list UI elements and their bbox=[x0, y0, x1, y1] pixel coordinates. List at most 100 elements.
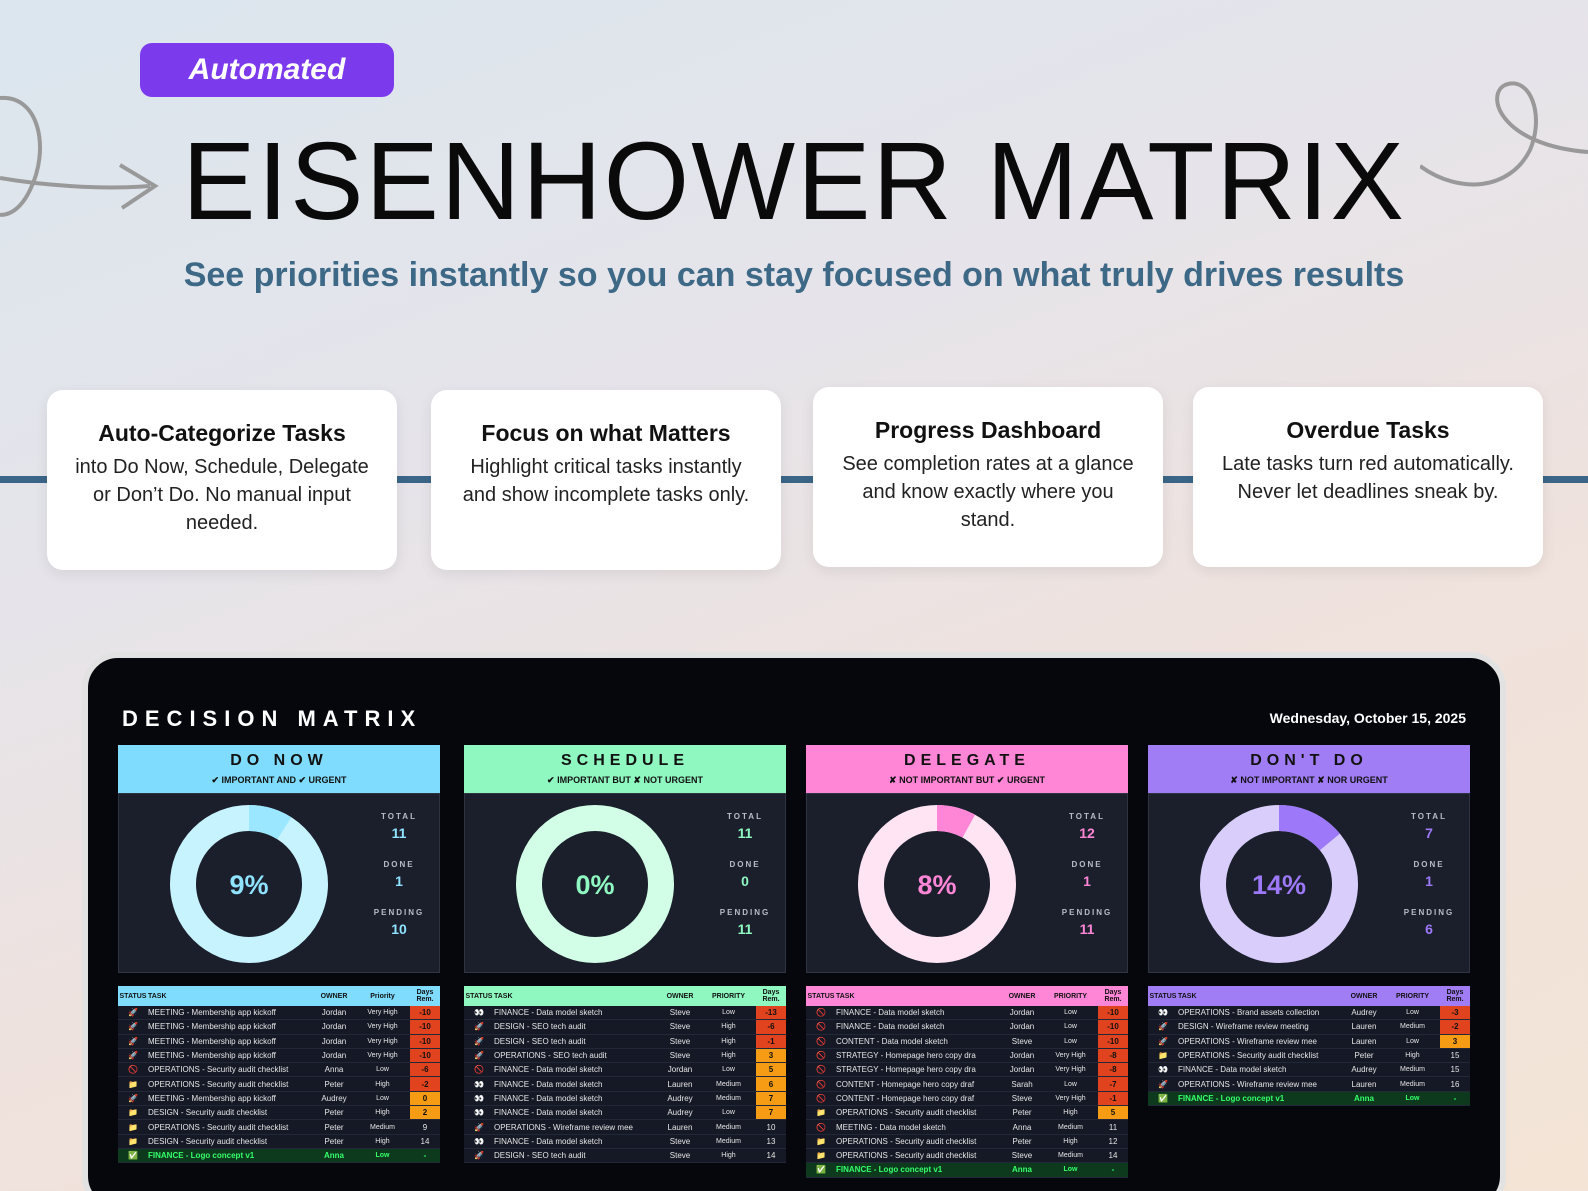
status-icon[interactable]: 👀 bbox=[1158, 1065, 1168, 1075]
status-icon[interactable]: 👀 bbox=[474, 1093, 484, 1103]
column-header[interactable]: TASK bbox=[1178, 992, 1197, 1000]
status-icon[interactable]: ✅ bbox=[128, 1151, 138, 1161]
column-header[interactable]: OWNER bbox=[666, 992, 694, 1000]
table-row[interactable]: 🚀 DESIGN - SEO tech audit Steve High -6 bbox=[464, 1020, 786, 1035]
status-icon[interactable]: 🚀 bbox=[128, 1051, 138, 1061]
table-row[interactable]: 🚫 STRATEGY - Homepage hero copy dra Jord… bbox=[806, 1063, 1128, 1078]
status-icon[interactable]: 🚫 bbox=[816, 1008, 826, 1018]
status-icon[interactable]: 🚫 bbox=[474, 1065, 484, 1075]
table-row[interactable]: 🚀 MEETING - Membership app kickoff Jorda… bbox=[118, 1020, 440, 1035]
table-row[interactable]: 👀 FINANCE - Data model sketch Audrey Med… bbox=[464, 1091, 786, 1107]
table-row[interactable]: 🚀 MEETING - Membership app kickoff Jorda… bbox=[118, 1034, 440, 1049]
table-row[interactable]: 📁 OPERATIONS - Security audit checklist … bbox=[806, 1135, 1128, 1149]
status-icon[interactable]: 👀 bbox=[474, 1079, 484, 1089]
table-row[interactable]: 🚫 CONTENT - Data model sketch Steve Low … bbox=[806, 1034, 1128, 1049]
table-row[interactable]: 🚫 OPERATIONS - Security audit checklist … bbox=[118, 1063, 440, 1078]
status-icon[interactable]: 🚫 bbox=[816, 1036, 826, 1046]
column-header[interactable]: Days Rem. bbox=[1446, 989, 1464, 1003]
column-header[interactable]: PRIORITY bbox=[1395, 992, 1430, 1000]
table-row[interactable]: 🚀 MEETING - Membership app kickoff Jorda… bbox=[118, 1048, 440, 1064]
status-icon[interactable]: 👀 bbox=[474, 1136, 484, 1146]
status-icon[interactable]: 🚀 bbox=[474, 1122, 484, 1132]
table-row[interactable]: 🚀 DESIGN - SEO tech audit Steve High 14 bbox=[464, 1149, 786, 1164]
table-row[interactable]: 🚫 MEETING - Data model sketch Anna Mediu… bbox=[806, 1120, 1128, 1135]
table-row[interactable]: 🚀 OPERATIONS - Wireframe review mee Laur… bbox=[464, 1120, 786, 1135]
table-row[interactable]: 🚫 FINANCE - Data model sketch Jordan Low… bbox=[806, 1020, 1128, 1035]
table-row[interactable]: 🚀 OPERATIONS - SEO tech audit Steve High… bbox=[464, 1048, 786, 1064]
table-row[interactable]: 📁 OPERATIONS - Security audit checklist … bbox=[118, 1120, 440, 1135]
status-icon[interactable]: 👀 bbox=[1158, 1008, 1168, 1018]
status-icon[interactable]: ✅ bbox=[816, 1165, 826, 1175]
status-icon[interactable]: 👀 bbox=[474, 1008, 484, 1018]
status-icon[interactable]: 🚫 bbox=[816, 1022, 826, 1032]
column-header[interactable]: STATUS bbox=[1149, 992, 1177, 1000]
column-header[interactable]: Days Rem. bbox=[1104, 989, 1122, 1003]
status-icon[interactable]: 📁 bbox=[128, 1079, 138, 1089]
table-row[interactable]: 👀 FINANCE - Data model sketch Lauren Med… bbox=[464, 1077, 786, 1092]
status-icon[interactable]: 📁 bbox=[128, 1122, 138, 1132]
status-icon[interactable]: 🚀 bbox=[474, 1036, 484, 1046]
status-icon[interactable]: 🚀 bbox=[474, 1151, 484, 1161]
table-row[interactable]: 👀 OPERATIONS - Brand assets collection A… bbox=[1148, 1006, 1470, 1021]
table-row[interactable]: 🚀 OPERATIONS - Wireframe review mee Laur… bbox=[1148, 1077, 1470, 1092]
status-icon[interactable]: 🚀 bbox=[474, 1022, 484, 1032]
status-icon[interactable]: 📁 bbox=[816, 1151, 826, 1161]
column-header[interactable]: STATUS bbox=[807, 992, 835, 1000]
status-icon[interactable]: 🚀 bbox=[128, 1022, 138, 1032]
table-row[interactable]: 👀 FINANCE - Data model sketch Steve Medi… bbox=[464, 1135, 786, 1149]
status-icon[interactable]: 🚀 bbox=[1158, 1079, 1168, 1089]
table-row[interactable]: ✅ FINANCE - Logo concept v1 Anna Low - bbox=[806, 1163, 1128, 1178]
table-row[interactable]: 🚫 CONTENT - Homepage hero copy draf Sara… bbox=[806, 1077, 1128, 1092]
table-row[interactable]: 📁 DESIGN - Security audit checklist Pete… bbox=[118, 1135, 440, 1149]
table-row[interactable]: 📁 OPERATIONS - Security audit checklist … bbox=[118, 1077, 440, 1092]
column-header[interactable]: OWNER bbox=[1008, 992, 1036, 1000]
column-header[interactable]: Days Rem. bbox=[762, 989, 780, 1003]
table-row[interactable]: 👀 FINANCE - Data model sketch Steve Low … bbox=[464, 1006, 786, 1021]
status-icon[interactable]: 📁 bbox=[816, 1108, 826, 1118]
table-row[interactable]: 👀 FINANCE - Data model sketch Audrey Low… bbox=[464, 1106, 786, 1121]
column-header[interactable]: STATUS bbox=[119, 992, 147, 1000]
status-icon[interactable]: 🚀 bbox=[128, 1008, 138, 1018]
table-row[interactable]: 👀 FINANCE - Data model sketch Audrey Med… bbox=[1148, 1063, 1470, 1078]
table-row[interactable]: 🚀 OPERATIONS - Wireframe review mee Laur… bbox=[1148, 1034, 1470, 1049]
status-icon[interactable]: 👀 bbox=[474, 1108, 484, 1118]
table-row[interactable]: ✅ FINANCE - Logo concept v1 Anna Low - bbox=[1148, 1091, 1470, 1107]
table-row[interactable]: 🚀 MEETING - Membership app kickoff Jorda… bbox=[118, 1006, 440, 1021]
table-row[interactable]: 🚀 DESIGN - SEO tech audit Steve High -1 bbox=[464, 1034, 786, 1049]
column-header[interactable]: TASK bbox=[148, 992, 167, 1000]
status-icon[interactable]: ✅ bbox=[1158, 1093, 1168, 1103]
status-icon[interactable]: 🚫 bbox=[816, 1051, 826, 1061]
table-row[interactable]: 📁 OPERATIONS - Security audit checklist … bbox=[806, 1149, 1128, 1164]
column-header[interactable]: OWNER bbox=[320, 992, 348, 1000]
status-icon[interactable]: 🚀 bbox=[128, 1093, 138, 1103]
table-row[interactable]: 🚫 FINANCE - Data model sketch Jordan Low… bbox=[464, 1063, 786, 1078]
table-row[interactable]: 🚀 DESIGN - Wireframe review meeting Laur… bbox=[1148, 1020, 1470, 1035]
table-row[interactable]: 🚀 MEETING - Membership app kickoff Audre… bbox=[118, 1091, 440, 1107]
table-row[interactable]: 📁 OPERATIONS - Security audit checklist … bbox=[806, 1106, 1128, 1121]
table-row[interactable]: ✅ FINANCE - Logo concept v1 Anna Low - bbox=[118, 1148, 440, 1164]
column-header[interactable]: TASK bbox=[836, 992, 855, 1000]
status-icon[interactable]: 🚫 bbox=[128, 1065, 138, 1075]
status-icon[interactable]: 🚫 bbox=[816, 1065, 826, 1075]
status-icon[interactable]: 🚀 bbox=[1158, 1022, 1168, 1032]
status-icon[interactable]: 📁 bbox=[128, 1108, 138, 1118]
column-header[interactable]: PRIORITY bbox=[711, 992, 746, 1000]
status-icon[interactable]: 🚫 bbox=[816, 1093, 826, 1103]
status-icon[interactable]: 🚀 bbox=[474, 1051, 484, 1061]
table-row[interactable]: 🚫 STRATEGY - Homepage hero copy dra Jord… bbox=[806, 1048, 1128, 1064]
table-row[interactable]: 📁 DESIGN - Security audit checklist Pete… bbox=[118, 1106, 440, 1121]
column-header[interactable]: Priority bbox=[370, 992, 395, 1000]
column-header[interactable]: STATUS bbox=[465, 992, 493, 1000]
table-row[interactable]: 🚫 CONTENT - Homepage hero copy draf Stev… bbox=[806, 1091, 1128, 1107]
status-icon[interactable]: 📁 bbox=[1158, 1051, 1168, 1061]
column-header[interactable]: Days Rem. bbox=[416, 989, 434, 1003]
column-header[interactable]: TASK bbox=[494, 992, 513, 1000]
table-row[interactable]: 📁 OPERATIONS - Security audit checklist … bbox=[1148, 1049, 1470, 1064]
column-header[interactable]: PRIORITY bbox=[1053, 992, 1088, 1000]
status-icon[interactable]: 📁 bbox=[128, 1136, 138, 1146]
table-row[interactable]: 🚫 FINANCE - Data model sketch Jordan Low… bbox=[806, 1006, 1128, 1021]
status-icon[interactable]: 🚀 bbox=[1158, 1036, 1168, 1046]
status-icon[interactable]: 📁 bbox=[816, 1136, 826, 1146]
status-icon[interactable]: 🚫 bbox=[816, 1079, 826, 1089]
status-icon[interactable]: 🚀 bbox=[128, 1036, 138, 1046]
